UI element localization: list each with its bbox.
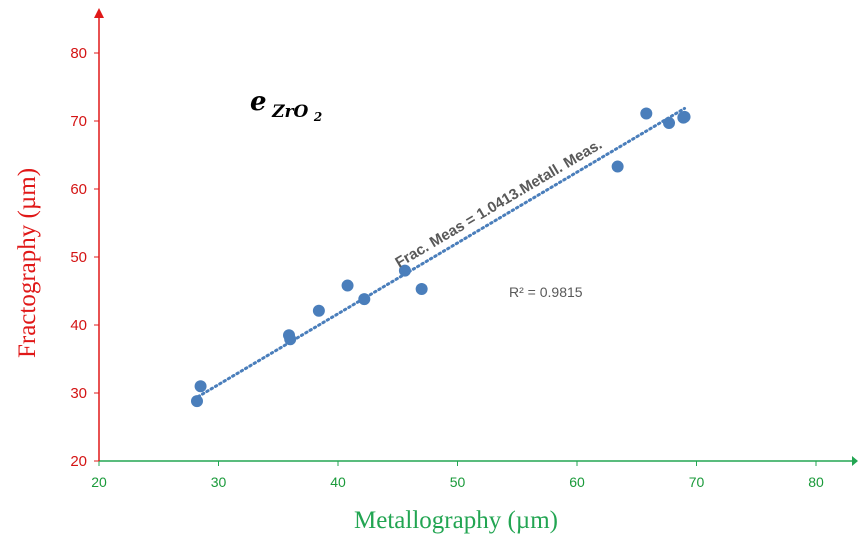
x-axis-arrow bbox=[852, 456, 858, 466]
data-point bbox=[398, 264, 411, 277]
x-tick-label: 50 bbox=[450, 474, 466, 490]
axes bbox=[94, 8, 858, 466]
y-tick-label: 20 bbox=[70, 453, 87, 470]
data-point bbox=[341, 279, 354, 292]
data-point bbox=[611, 160, 624, 173]
y-tick-label: 40 bbox=[70, 317, 87, 334]
y-tick-label: 80 bbox=[70, 45, 87, 62]
r-squared-label: R² = 0.9815 bbox=[509, 284, 583, 300]
x-axis-label: Metallography (µm) bbox=[354, 507, 558, 534]
data-point bbox=[415, 282, 428, 295]
x-tick-label: 60 bbox=[569, 474, 585, 490]
y-axis-label: Fractography (µm) bbox=[14, 168, 41, 358]
y-tick-label: 50 bbox=[70, 249, 87, 266]
trendline-equation: Frac. Meas = 1.0413.Metall. Meas. bbox=[392, 136, 605, 272]
x-tick-label: 30 bbox=[211, 474, 227, 490]
y-axis-arrow bbox=[94, 8, 104, 18]
y-tick-label: 30 bbox=[70, 385, 87, 402]
x-tick-label: 40 bbox=[330, 474, 346, 490]
x-tick-label: 80 bbox=[808, 474, 824, 490]
data-point bbox=[640, 107, 653, 120]
y-tick-label: 60 bbox=[70, 181, 87, 198]
data-point bbox=[358, 293, 371, 306]
symbol-subscript-index: 2 bbox=[313, 110, 322, 124]
x-tick-label: 70 bbox=[689, 474, 705, 490]
symbol-subscript: ZrO bbox=[271, 102, 308, 122]
trendline-group bbox=[196, 106, 687, 399]
material-symbol: e ZrO 2 bbox=[250, 87, 322, 124]
symbol-base: e bbox=[250, 87, 267, 117]
data-point bbox=[663, 117, 676, 130]
tick-labels: 20 30 40 50 60 70 80 20 30 40 50 60 70 80 bbox=[70, 45, 824, 490]
data-point bbox=[284, 333, 297, 346]
data-point bbox=[194, 380, 207, 393]
y-tick-label: 70 bbox=[70, 113, 87, 130]
trendline bbox=[196, 106, 687, 399]
x-tick-label: 20 bbox=[91, 474, 107, 490]
data-points bbox=[190, 107, 691, 408]
data-point bbox=[312, 304, 325, 317]
data-point bbox=[678, 110, 691, 123]
data-point bbox=[190, 395, 203, 408]
